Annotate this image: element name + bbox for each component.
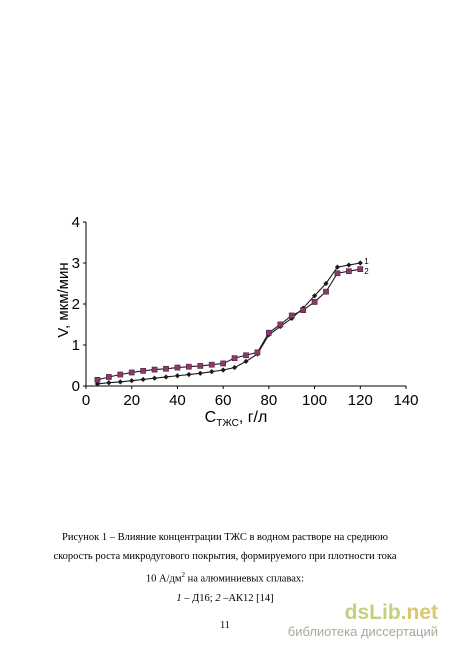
series-1-point — [197, 370, 203, 376]
caption-line-3: 10 А/дм2 на алюминиевых сплавах: — [40, 566, 410, 589]
series-1-line — [97, 262, 361, 385]
series-1-point — [209, 369, 215, 375]
y-axis-label: V, мкм/мин — [55, 262, 72, 337]
figure-caption: Рисунок 1 – Влияние концентрации ТЖС в в… — [40, 528, 410, 608]
series-1-point — [151, 375, 158, 381]
series-2-point — [357, 266, 364, 272]
series-2-point — [220, 360, 226, 367]
series-1-point — [163, 374, 169, 380]
x-tick-label: 100 — [302, 392, 327, 409]
series-1-point — [323, 280, 329, 287]
series-1-label: 1 — [364, 257, 369, 266]
series-2-point — [231, 355, 238, 361]
watermark-logo-suffix: .net — [400, 601, 438, 624]
series-2-point — [197, 363, 204, 369]
x-tick-label: 40 — [169, 392, 186, 409]
series-2-point — [174, 364, 181, 371]
x-tick-label: 80 — [261, 392, 278, 409]
x-axis-label-main: C — [205, 409, 217, 426]
x-tick-label: 140 — [393, 392, 418, 409]
series-2-point — [140, 367, 146, 374]
series-1: 1 — [94, 257, 369, 387]
series-1-point — [346, 262, 352, 268]
series-2-point — [346, 268, 352, 275]
series-1-point — [106, 380, 112, 386]
series-1-point — [334, 264, 341, 270]
y-tick-label: 4 — [72, 214, 80, 231]
series-2-point — [288, 312, 295, 319]
series-2-point — [106, 374, 112, 380]
caption-line-2: скорость роста микродугового покрытия, ф… — [53, 551, 397, 562]
x-tick-label: 60 — [215, 392, 232, 409]
series-2-point — [254, 349, 261, 356]
caption-line-1: Рисунок 1 – Влияние концентрации ТЖС в в… — [62, 532, 388, 543]
series-1-point — [117, 379, 123, 385]
series-2-point — [186, 363, 192, 370]
series-2-point — [243, 352, 249, 359]
watermark-subtitle: библиотека диссертаций — [287, 624, 438, 639]
watermark[interactable]: dsLib.net библиотека диссертаций — [288, 602, 438, 640]
series-1-point — [357, 260, 363, 266]
series-1-point — [174, 373, 181, 379]
series-2-point — [311, 299, 318, 305]
caption-line-3-text: 10 А/дм — [145, 573, 182, 585]
series-2-point — [208, 361, 215, 368]
series-2-point — [151, 366, 158, 373]
watermark-logo-main: dsLib — [344, 601, 401, 624]
y-tick-label: 0 — [72, 378, 80, 395]
x-axis-label: CТЖС, г/л — [205, 409, 268, 429]
series-2-point — [163, 365, 169, 372]
chart-axes — [83, 221, 407, 389]
watermark-logo[interactable]: dsLib.net — [288, 602, 438, 624]
series-2-point — [277, 321, 284, 328]
caption-series-1-number: 1 — [176, 592, 182, 604]
series-2-line — [97, 268, 361, 381]
caption-series-2-text: –АК12 [14] — [220, 592, 274, 604]
series-2-point — [300, 307, 306, 313]
series-2-point — [94, 377, 101, 383]
series-1-point — [220, 367, 226, 373]
series-1-point — [129, 378, 135, 384]
x-axis-label-unit: , г/л — [239, 409, 268, 426]
series-1-point — [140, 376, 146, 383]
caption-superscript: 2 — [181, 571, 186, 579]
y-tick-label: 3 — [72, 255, 80, 272]
caption-line-3-tail: на алюминиевых сплавах: — [185, 573, 305, 585]
caption-line-4: 1 – Д16; 2 –АК12 [14] — [40, 589, 410, 608]
series-1-point — [94, 381, 101, 387]
caption-series-2-number: 2 — [215, 592, 221, 604]
page-number: 11 — [220, 620, 230, 631]
series-1-point — [243, 358, 249, 364]
x-axis-label-subscript: ТЖС — [216, 418, 239, 429]
caption-series-1-text: – Д16; — [181, 592, 216, 604]
series-1-point — [186, 371, 192, 378]
series-2-point — [117, 371, 124, 378]
x-tick-label: 0 — [82, 392, 90, 409]
chart-series: 12 — [94, 257, 369, 387]
x-tick-label: 20 — [123, 392, 140, 409]
series-1-point — [311, 293, 318, 299]
series-2-label: 2 — [364, 267, 369, 276]
y-tick-label: 2 — [72, 296, 80, 313]
series-2-point — [334, 270, 341, 277]
x-tick-label: 120 — [348, 392, 373, 409]
series-2-point — [323, 288, 329, 295]
series-2: 2 — [94, 266, 369, 383]
y-tick-label: 1 — [72, 337, 80, 354]
series-2-point — [128, 369, 135, 376]
series-2-point — [266, 329, 272, 336]
series-1-point — [231, 364, 238, 371]
